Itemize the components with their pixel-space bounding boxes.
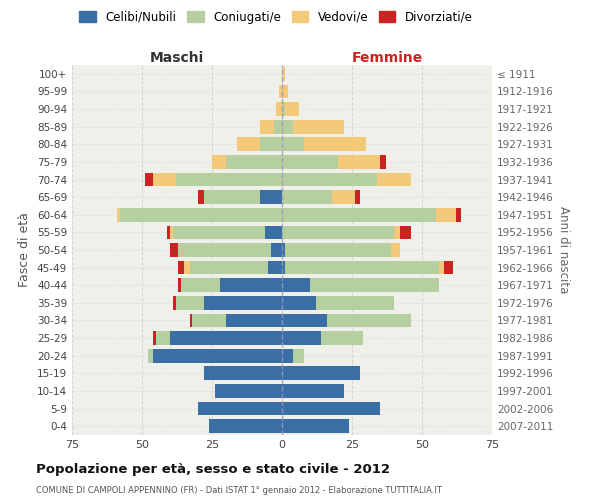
Bar	[167, 226, 170, 239]
Bar	[190, 260, 268, 274]
Bar	[282, 120, 293, 134]
Y-axis label: Fasce di età: Fasce di età	[19, 212, 31, 288]
Bar	[391, 243, 400, 257]
Bar	[190, 314, 193, 328]
Bar	[282, 102, 285, 116]
Bar	[282, 384, 344, 398]
Bar	[226, 314, 282, 328]
Bar	[209, 420, 282, 433]
Text: Maschi: Maschi	[150, 51, 204, 65]
Bar	[282, 138, 304, 151]
Bar	[153, 172, 176, 186]
Bar	[170, 243, 178, 257]
Bar	[316, 296, 394, 310]
Bar	[198, 190, 203, 204]
Bar	[145, 172, 153, 186]
Bar	[265, 226, 282, 239]
Bar	[173, 296, 176, 310]
Bar	[293, 120, 344, 134]
Bar	[282, 190, 332, 204]
Bar	[436, 208, 455, 222]
Bar	[282, 172, 377, 186]
Bar	[156, 331, 170, 345]
Bar	[181, 278, 220, 292]
Bar	[282, 278, 310, 292]
Bar	[321, 331, 363, 345]
Bar	[327, 314, 411, 328]
Legend: Celibi/Nubili, Coniugati/e, Vedovi/e, Divorziati/e: Celibi/Nubili, Coniugati/e, Vedovi/e, Di…	[75, 6, 477, 28]
Text: COMUNE DI CAMPOLI APPENNINO (FR) - Dati ISTAT 1° gennaio 2012 - Elaborazione TUT: COMUNE DI CAMPOLI APPENNINO (FR) - Dati …	[36, 486, 442, 495]
Bar	[293, 349, 304, 362]
Bar	[282, 420, 349, 433]
Bar	[285, 260, 439, 274]
Bar	[394, 226, 400, 239]
Bar	[282, 349, 293, 362]
Bar	[439, 260, 445, 274]
Bar	[355, 190, 361, 204]
Bar	[260, 138, 282, 151]
Bar	[380, 155, 386, 169]
Bar	[338, 155, 380, 169]
Bar	[176, 296, 203, 310]
Bar	[212, 155, 226, 169]
Bar	[282, 331, 321, 345]
Bar	[455, 208, 461, 222]
Bar	[271, 243, 282, 257]
Text: Popolazione per età, sesso e stato civile - 2012: Popolazione per età, sesso e stato civil…	[36, 462, 390, 475]
Bar	[268, 260, 282, 274]
Bar	[377, 172, 411, 186]
Bar	[170, 226, 173, 239]
Bar	[178, 260, 184, 274]
Bar	[445, 260, 453, 274]
Bar	[282, 314, 327, 328]
Bar	[215, 384, 282, 398]
Bar	[400, 226, 411, 239]
Bar	[285, 102, 299, 116]
Bar	[178, 278, 181, 292]
Bar	[193, 314, 226, 328]
Bar	[203, 366, 282, 380]
Bar	[260, 120, 274, 134]
Bar	[176, 172, 282, 186]
Bar	[153, 331, 156, 345]
Bar	[282, 67, 285, 80]
Bar	[203, 296, 282, 310]
Bar	[184, 260, 190, 274]
Bar	[282, 155, 338, 169]
Bar	[282, 366, 361, 380]
Bar	[332, 190, 355, 204]
Bar	[279, 84, 282, 98]
Bar	[304, 138, 366, 151]
Bar	[282, 243, 285, 257]
Bar	[220, 278, 282, 292]
Bar	[148, 349, 153, 362]
Bar	[282, 402, 380, 415]
Bar	[237, 138, 260, 151]
Bar	[153, 349, 282, 362]
Bar	[119, 208, 282, 222]
Bar	[282, 260, 285, 274]
Text: Femmine: Femmine	[352, 51, 422, 65]
Bar	[285, 243, 391, 257]
Bar	[198, 402, 282, 415]
Bar	[277, 102, 282, 116]
Bar	[274, 120, 282, 134]
Bar	[282, 84, 287, 98]
Bar	[260, 190, 282, 204]
Y-axis label: Anni di nascita: Anni di nascita	[557, 206, 570, 294]
Bar	[203, 190, 260, 204]
Bar	[178, 243, 271, 257]
Bar	[226, 155, 282, 169]
Bar	[173, 226, 265, 239]
Bar	[117, 208, 119, 222]
Bar	[282, 226, 394, 239]
Bar	[170, 331, 282, 345]
Bar	[282, 208, 436, 222]
Bar	[310, 278, 439, 292]
Bar	[282, 296, 316, 310]
